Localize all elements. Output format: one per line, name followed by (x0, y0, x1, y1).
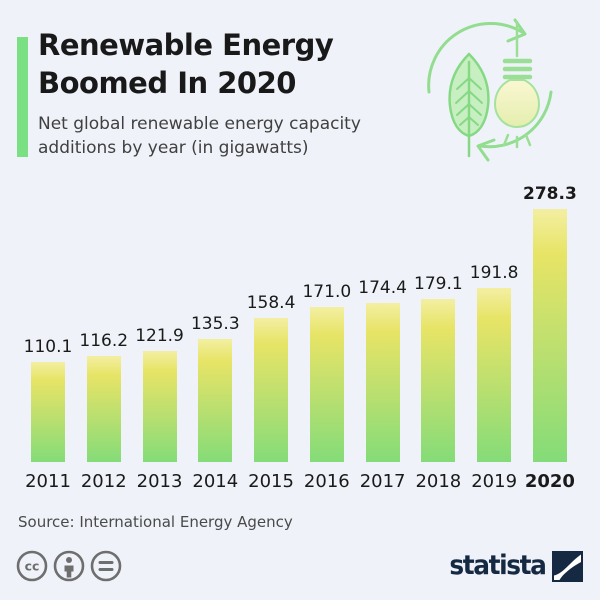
title-line-2: Boomed In 2020 (38, 66, 296, 100)
bar-value-label: 116.2 (79, 331, 129, 351)
bar-2015: 158.4 2015 (247, 293, 296, 492)
recycle-arrowhead-bottom (476, 138, 496, 162)
bar-year-label: 2012 (80, 471, 127, 492)
subtitle-line-1: Net global renewable energy capacity (38, 114, 361, 134)
bar-2017: 174.4 2017 (358, 278, 407, 492)
page-title: Renewable Energy Boomed In 2020 (38, 26, 334, 102)
bar-year-label: 2013 (136, 471, 183, 492)
bar-2011: 110.1 2011 (24, 337, 73, 492)
bar-2018: 179.1 2018 (414, 274, 463, 492)
bar-year-label: 2020 (524, 471, 575, 492)
chart-subtitle: Net global renewable energy capacity add… (38, 112, 361, 160)
recycle-arrowhead-top (506, 18, 527, 43)
bar-value-label: 158.4 (246, 293, 296, 313)
cc-letters: cc (25, 559, 40, 574)
bar-year-label: 2014 (192, 471, 239, 492)
bar-year-label: 2018 (415, 471, 462, 492)
bar-year-label: 2019 (471, 471, 518, 492)
leaf-icon (448, 52, 490, 158)
subtitle-line-2: additions by year (in gigawatts) (38, 138, 309, 158)
statista-logo-mark (552, 550, 583, 582)
title-line-1: Renewable Energy (38, 28, 334, 62)
bar-value-label: 191.8 (469, 263, 519, 283)
bar-year-label: 2011 (25, 471, 71, 492)
bar-year-label: 2017 (359, 471, 406, 492)
bar-year-label: 2015 (248, 471, 294, 492)
bar-2019: 191.8 2019 (470, 263, 519, 492)
attribution-figure (64, 557, 74, 578)
statista-wordmark: statista (449, 550, 548, 581)
bar-2020: 278.3 2020 (523, 184, 577, 492)
bar-year-label: 2016 (303, 471, 350, 492)
leaf-lightbulb-recycle-icon (427, 18, 553, 162)
recycle-arc-top (427, 21, 524, 94)
bar-value-label: 171.0 (302, 282, 352, 302)
lightbulb-icon (493, 20, 541, 149)
bar-value-label: 278.3 (523, 184, 577, 204)
title-accent-bar (17, 37, 28, 157)
bar-value-label: 174.4 (358, 278, 407, 298)
statista-logo[interactable]: statista (441, 550, 583, 582)
recycle-arc-bottom (478, 90, 553, 149)
bar-2016: 171.0 2016 (302, 282, 351, 492)
bars-row: 110.1 2011 116.2 2012 121.9 2013 135.3 2014 158.… (24, 184, 577, 492)
bar-2013: 121.9 2013 (135, 326, 184, 492)
equal-icon (90, 550, 122, 582)
bar-value-label: 135.3 (190, 314, 240, 334)
source-note: Source: International Energy Agency (18, 513, 293, 531)
bar-value-label: 110.1 (23, 337, 73, 357)
bar-2014: 135.3 2014 (191, 314, 240, 492)
attribution-icon (53, 550, 85, 582)
bar-2012: 116.2 2012 (79, 331, 128, 492)
license-icons[interactable]: cc (16, 549, 128, 583)
bar-value-label: 121.9 (135, 326, 184, 346)
bar-value-label: 179.1 (414, 274, 463, 294)
cc-icon (16, 550, 48, 582)
equal-sign (98, 561, 114, 571)
